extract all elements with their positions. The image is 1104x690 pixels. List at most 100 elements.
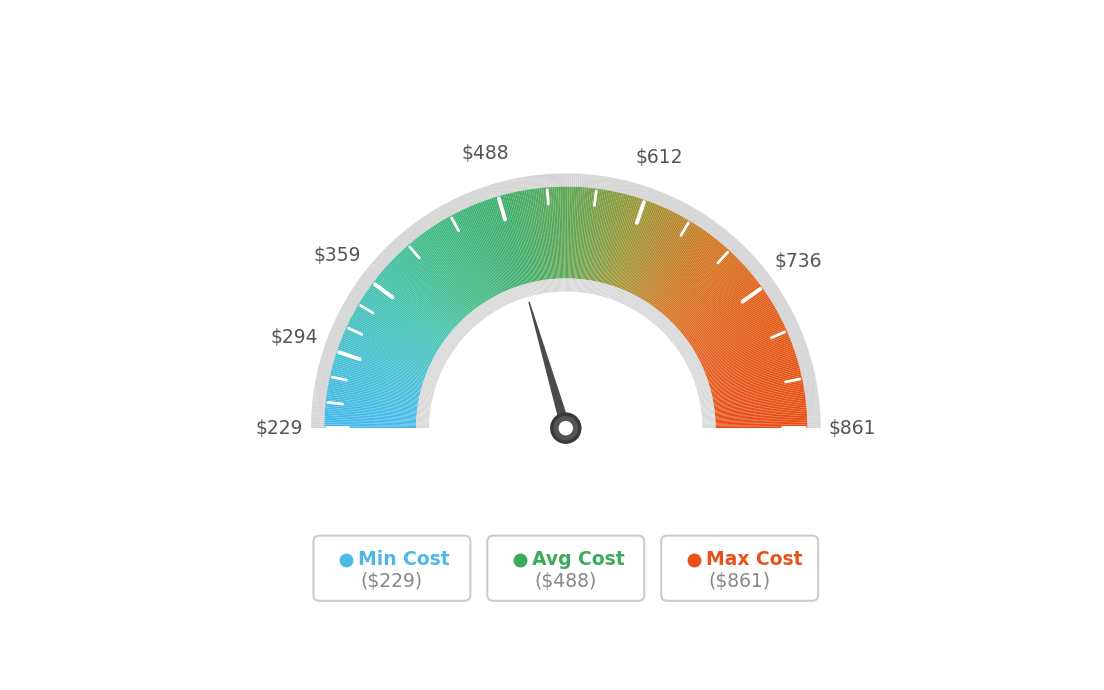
Wedge shape <box>580 188 591 279</box>
Wedge shape <box>469 313 479 324</box>
Wedge shape <box>585 174 587 188</box>
Wedge shape <box>620 204 657 289</box>
Wedge shape <box>363 295 440 347</box>
Wedge shape <box>583 188 596 279</box>
Wedge shape <box>792 338 805 344</box>
Wedge shape <box>416 427 429 428</box>
Wedge shape <box>532 282 537 295</box>
Wedge shape <box>700 322 784 364</box>
Wedge shape <box>465 317 475 327</box>
Wedge shape <box>543 280 546 293</box>
Text: Max Cost: Max Cost <box>705 550 803 569</box>
Wedge shape <box>617 201 651 288</box>
Wedge shape <box>765 285 777 294</box>
Wedge shape <box>715 426 807 428</box>
Wedge shape <box>796 351 809 357</box>
Wedge shape <box>417 412 431 414</box>
Wedge shape <box>793 340 806 346</box>
Wedge shape <box>646 307 655 318</box>
Wedge shape <box>643 186 648 199</box>
Wedge shape <box>590 190 605 280</box>
Wedge shape <box>700 397 713 402</box>
Wedge shape <box>484 200 517 287</box>
Wedge shape <box>578 188 588 279</box>
Wedge shape <box>336 353 424 383</box>
Wedge shape <box>701 324 784 364</box>
Wedge shape <box>751 264 762 274</box>
Wedge shape <box>374 258 386 268</box>
Wedge shape <box>676 264 744 327</box>
Wedge shape <box>463 319 473 329</box>
Wedge shape <box>326 404 417 414</box>
Wedge shape <box>683 206 692 218</box>
Wedge shape <box>329 333 342 339</box>
Wedge shape <box>325 426 416 428</box>
Wedge shape <box>724 236 734 247</box>
Wedge shape <box>442 220 489 300</box>
Wedge shape <box>629 182 635 196</box>
Wedge shape <box>714 398 806 411</box>
Wedge shape <box>514 192 535 282</box>
Wedge shape <box>312 398 326 402</box>
Wedge shape <box>389 244 400 255</box>
Wedge shape <box>533 188 548 279</box>
Wedge shape <box>320 359 333 364</box>
Wedge shape <box>545 188 554 279</box>
Wedge shape <box>691 368 703 375</box>
Wedge shape <box>776 302 788 310</box>
Wedge shape <box>658 317 668 328</box>
Wedge shape <box>332 364 422 390</box>
Wedge shape <box>709 359 798 386</box>
Wedge shape <box>327 388 418 405</box>
Wedge shape <box>601 193 624 283</box>
Wedge shape <box>688 288 763 342</box>
Wedge shape <box>660 319 670 330</box>
Wedge shape <box>662 322 672 333</box>
Wedge shape <box>701 412 714 414</box>
Wedge shape <box>311 426 325 428</box>
Wedge shape <box>761 278 773 288</box>
Wedge shape <box>548 279 550 293</box>
Wedge shape <box>439 206 448 218</box>
Wedge shape <box>425 375 438 381</box>
Wedge shape <box>574 279 576 292</box>
Wedge shape <box>672 259 740 324</box>
Wedge shape <box>693 376 707 382</box>
Wedge shape <box>455 213 498 295</box>
Wedge shape <box>464 317 474 328</box>
Wedge shape <box>608 197 637 285</box>
Wedge shape <box>693 374 705 380</box>
Wedge shape <box>482 201 516 288</box>
Wedge shape <box>446 217 492 298</box>
Wedge shape <box>416 424 429 426</box>
Wedge shape <box>558 279 560 292</box>
Wedge shape <box>713 385 804 402</box>
Wedge shape <box>355 307 436 354</box>
Wedge shape <box>802 375 815 380</box>
Wedge shape <box>371 263 382 273</box>
Wedge shape <box>793 342 806 348</box>
Wedge shape <box>544 279 548 293</box>
Wedge shape <box>427 370 440 376</box>
Wedge shape <box>507 180 511 193</box>
Wedge shape <box>569 279 571 292</box>
Wedge shape <box>376 277 449 335</box>
Wedge shape <box>436 224 487 302</box>
Wedge shape <box>460 321 470 331</box>
Wedge shape <box>378 276 449 335</box>
Wedge shape <box>403 230 413 242</box>
Wedge shape <box>357 305 437 353</box>
Wedge shape <box>315 384 328 388</box>
Wedge shape <box>676 201 683 214</box>
Wedge shape <box>416 421 429 423</box>
Wedge shape <box>609 286 614 299</box>
Wedge shape <box>330 329 343 336</box>
Wedge shape <box>508 179 513 193</box>
Wedge shape <box>485 186 491 199</box>
Wedge shape <box>516 178 521 191</box>
Wedge shape <box>805 394 818 398</box>
Wedge shape <box>491 198 521 286</box>
Wedge shape <box>475 204 511 289</box>
Wedge shape <box>555 173 559 187</box>
Wedge shape <box>358 280 370 289</box>
